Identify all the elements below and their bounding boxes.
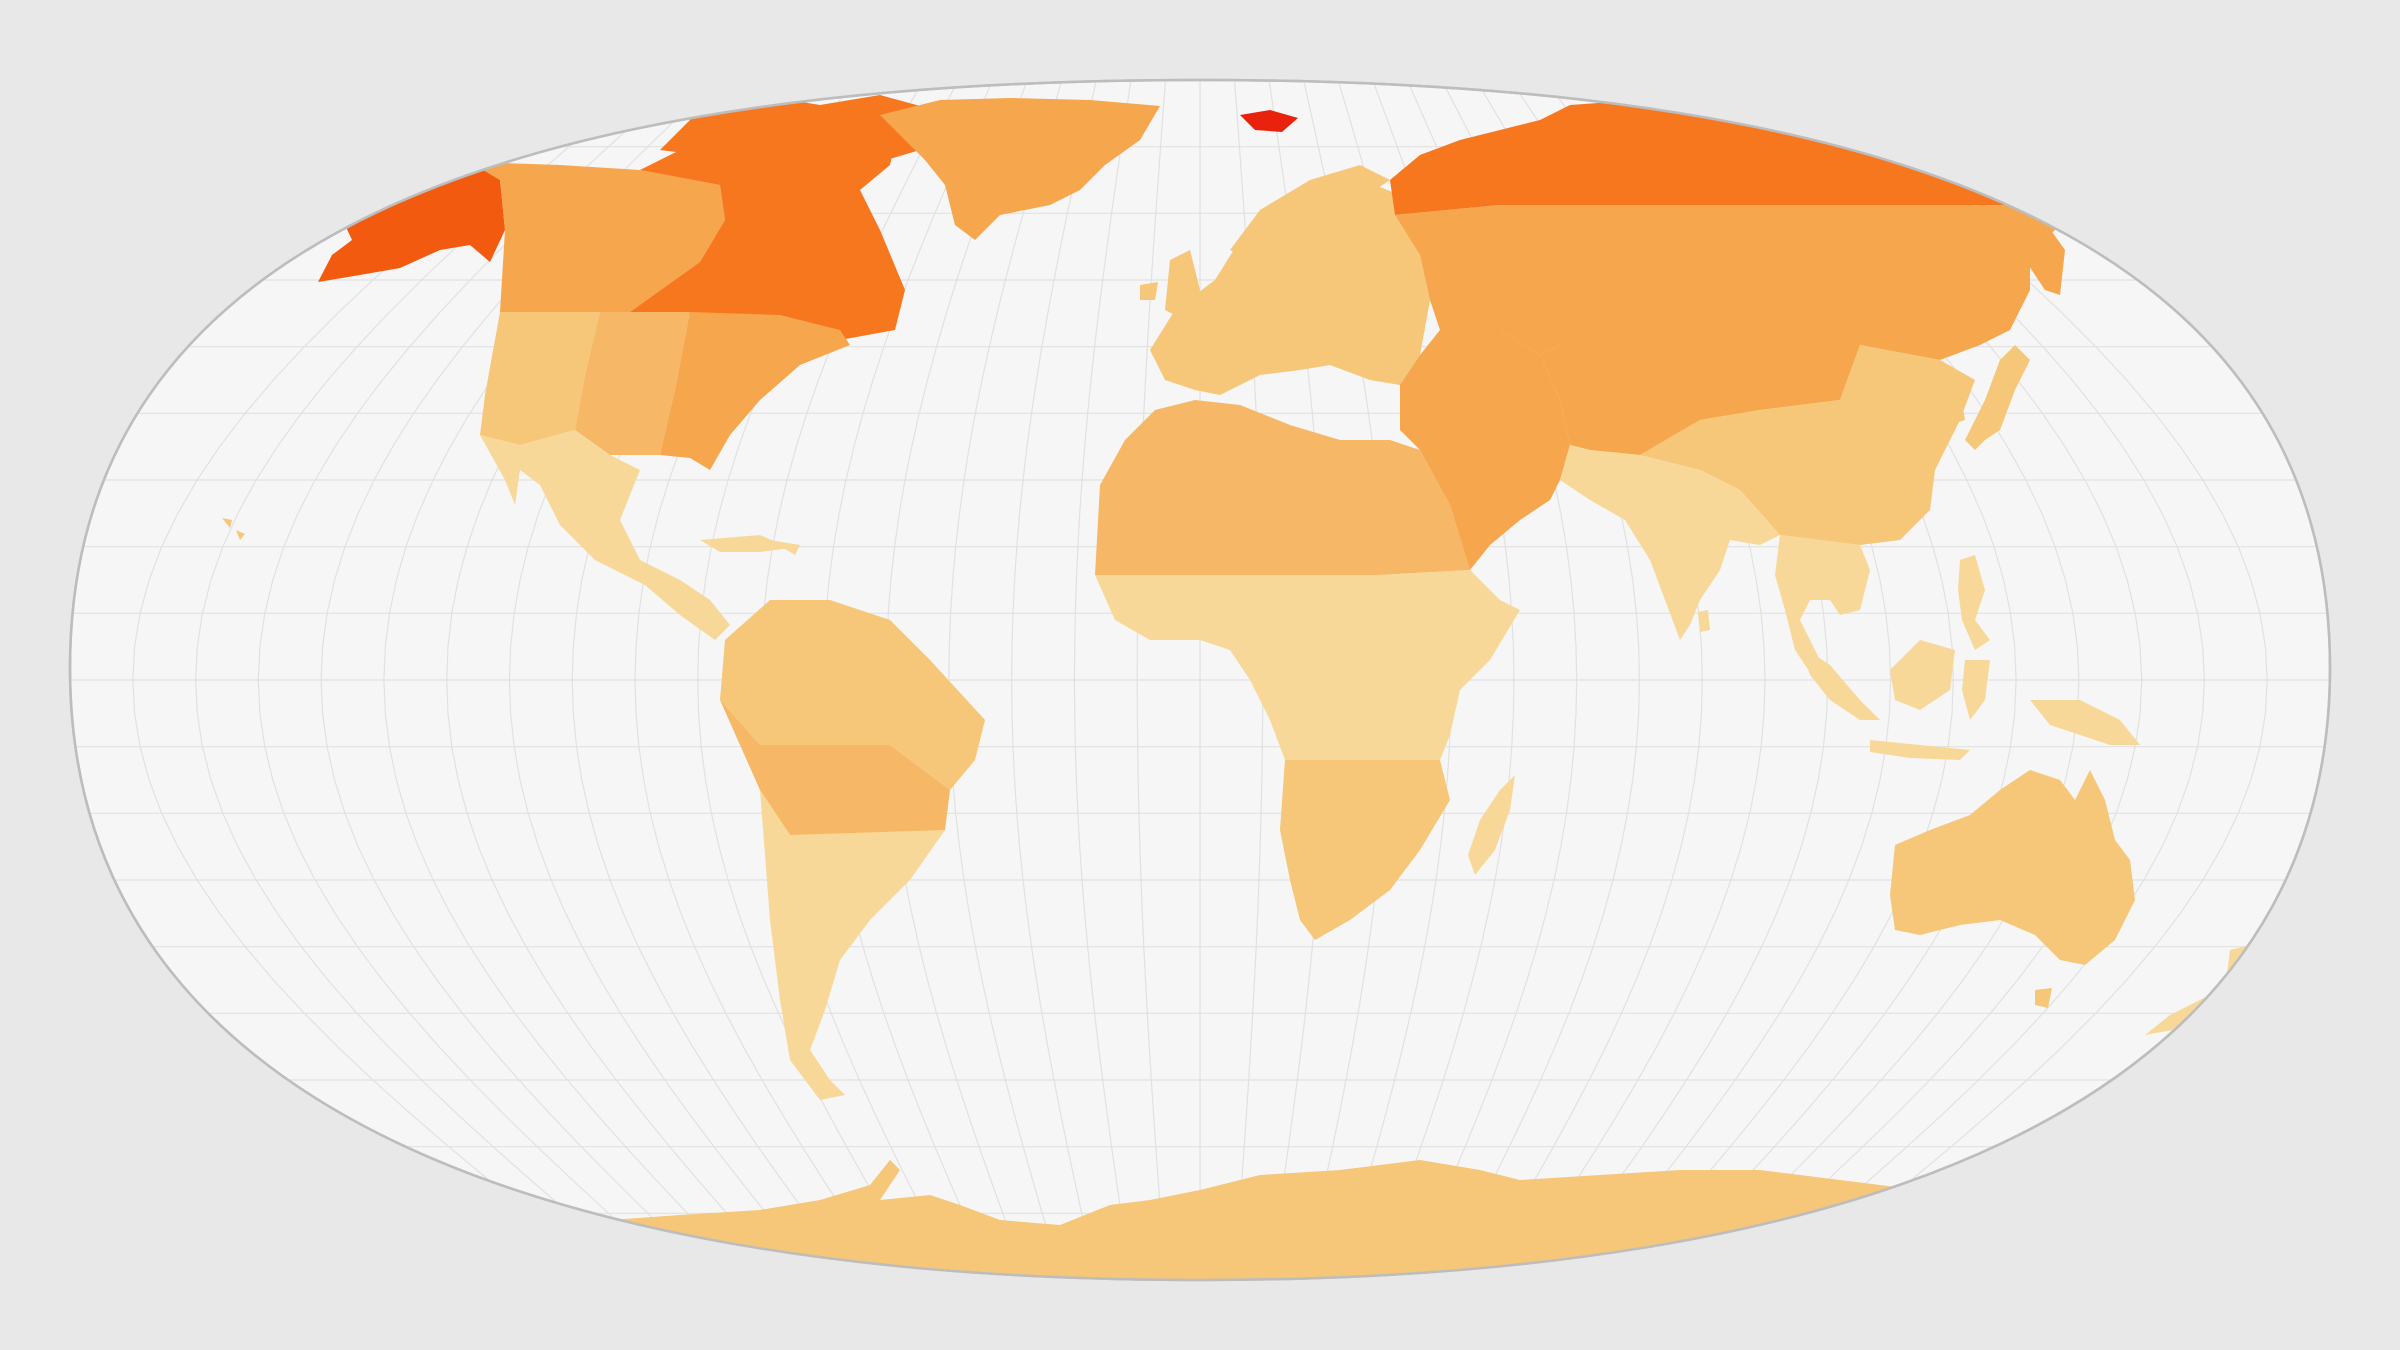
- region-russia-siberia[interactable]: [1395, 205, 2080, 360]
- region-usa-east[interactable]: [660, 312, 850, 470]
- region-southeast-asia[interactable]: [1775, 535, 1870, 680]
- region-usa-west[interactable]: [480, 312, 600, 445]
- region-india[interactable]: [1560, 445, 1780, 640]
- region-south-america-north[interactable]: [720, 600, 985, 790]
- graticule-meridian: [1011, 80, 1097, 1280]
- region-svalbard[interactable]: [1240, 110, 1298, 132]
- graticule-meridian: [1073, 80, 1132, 1280]
- graticule-meridian: [194, 80, 648, 1280]
- region-new-guinea[interactable]: [2030, 700, 2140, 745]
- region-mexico[interactable]: [480, 430, 730, 640]
- region-central-asia[interactable]: [1540, 345, 1860, 455]
- region-canada-east[interactable]: [630, 110, 905, 340]
- graticule-meridian: [257, 80, 683, 1280]
- region-canada-west[interactable]: [470, 162, 725, 312]
- region-indonesia[interactable]: [1800, 640, 1990, 760]
- region-caribbean[interactable]: [700, 535, 800, 555]
- region-europe[interactable]: [1150, 175, 1430, 395]
- graticule-meridian: [948, 80, 1063, 1280]
- region-korea[interactable]: [1945, 390, 1965, 425]
- region-south-america-center[interactable]: [720, 700, 950, 835]
- graticule-meridian: [1136, 80, 1167, 1280]
- region-madagascar[interactable]: [1468, 775, 1515, 875]
- region-southern-africa[interactable]: [1280, 760, 1450, 940]
- region-japan[interactable]: [1965, 345, 2030, 450]
- region-hawaii[interactable]: [222, 518, 245, 540]
- region-greenland[interactable]: [880, 98, 1160, 240]
- globe-outline: [68, 78, 2332, 1282]
- region-kamchatka[interactable]: [2000, 215, 2065, 295]
- region-north-africa[interactable]: [1095, 400, 1470, 575]
- region-uk[interactable]: [1140, 250, 1200, 320]
- region-sri-lanka[interactable]: [1698, 610, 1710, 632]
- region-south-america-south[interactable]: [760, 790, 945, 1100]
- region-russia-north[interactable]: [1390, 100, 2080, 215]
- region-china[interactable]: [1640, 345, 1975, 545]
- region-sub-saharan-africa[interactable]: [1095, 570, 1520, 760]
- region-tasmania[interactable]: [2035, 988, 2052, 1008]
- region-philippines[interactable]: [1958, 555, 1990, 650]
- region-australia[interactable]: [1890, 770, 2135, 965]
- region-middle-east[interactable]: [1400, 330, 1570, 570]
- region-usa-central[interactable]: [575, 312, 690, 455]
- region-scandinavia[interactable]: [1230, 165, 1390, 270]
- land-layer: [222, 95, 2250, 1280]
- graticule-meridian: [132, 80, 614, 1280]
